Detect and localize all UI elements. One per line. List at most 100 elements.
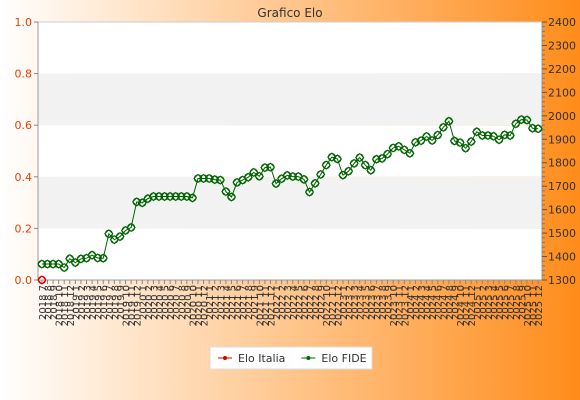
x-tick-label: 2020 11	[194, 285, 205, 326]
data-point	[149, 192, 158, 201]
x-tick-label: 2022 5	[294, 285, 305, 320]
x-tick-label: 2021 12	[266, 285, 277, 326]
data-point	[511, 119, 520, 128]
x-tick-label: 2023 9	[384, 285, 395, 320]
x-tick-label: 2025 12	[534, 285, 545, 326]
data-point	[439, 123, 448, 132]
x-tick-label: 2021 5	[227, 285, 238, 320]
data-point	[244, 173, 253, 182]
data-point	[506, 131, 515, 140]
legend-item[interactable]: Elo FIDE	[301, 352, 367, 365]
x-tick-label: 2018 9	[49, 285, 60, 320]
x-tick-label: 2020 5	[161, 285, 172, 320]
x-tick-label: 2022 9	[317, 285, 328, 320]
x-tick-label: 2019 1	[71, 285, 82, 320]
x-tick-label: 2018 11	[60, 285, 71, 326]
x-tick-label: 2020 12	[200, 285, 211, 326]
data-point	[132, 197, 141, 206]
data-point	[65, 254, 74, 263]
y-right-tick-label: 2400	[548, 16, 576, 29]
chart-title: Grafico Elo	[257, 6, 322, 20]
x-tick-label: 2025 9	[517, 285, 528, 320]
x-tick-label: 2018 8	[43, 285, 54, 320]
x-tick-label: 2021 6	[233, 285, 244, 320]
x-tick-label: 2018 12	[66, 285, 77, 326]
x-tick-label: 2019 8	[110, 285, 121, 320]
x-tick-label: 2023 6	[367, 285, 378, 320]
y-left-tick-label: 0.6	[15, 119, 33, 132]
data-point	[210, 175, 219, 184]
data-point	[355, 153, 364, 162]
x-tick-label: 2022 12	[333, 285, 344, 326]
data-point	[500, 130, 509, 139]
data-point	[494, 135, 504, 144]
y-left-tick-label: 0.8	[15, 68, 33, 81]
data-point	[433, 130, 442, 140]
data-point	[422, 132, 431, 141]
data-point	[154, 192, 164, 201]
data-point	[171, 192, 180, 201]
data-point	[127, 223, 136, 232]
x-tick-label: 2019 5	[94, 285, 105, 320]
x-tick-label: 2019 6	[99, 285, 110, 320]
chart-axes: 0.0 0.2 0.4 0.6 0.8 1.0 1300 1400 1500 1600 1700 18…	[15, 16, 577, 326]
x-tick-label: 2021 7	[239, 285, 250, 320]
y-left-tick-label: 0.0	[15, 274, 33, 287]
legend-label: Elo FIDE	[321, 352, 366, 365]
x-tick-label: 2022 10	[322, 285, 333, 326]
y-right-tick-label: 1300	[548, 274, 576, 287]
x-tick-label: 2025 6	[501, 285, 512, 320]
y-right-tick-label: 2200	[548, 63, 576, 76]
x-tick-label: 2020 3	[149, 285, 160, 320]
x-tick-label: 2021 8	[244, 285, 255, 320]
x-tick-label: 2024 6	[434, 285, 445, 320]
x-tick-label: 2024 4	[423, 285, 434, 320]
legend-marker	[306, 356, 311, 360]
data-point	[310, 179, 320, 188]
x-tick-label: 2023 3	[350, 285, 361, 320]
y-left-tick-label: 0.4	[15, 171, 33, 184]
data-point	[93, 253, 102, 263]
x-tick-label: 2023 12	[400, 285, 411, 326]
data-point	[188, 193, 197, 203]
data-point	[322, 160, 331, 170]
grid-band	[38, 125, 542, 177]
data-point	[283, 171, 292, 180]
legend-box	[209, 346, 373, 370]
data-point	[428, 136, 437, 145]
x-tick-label: 2023 8	[378, 285, 389, 320]
y-right-tick-label: 1900	[548, 133, 576, 146]
data-point	[350, 159, 359, 168]
grid-band	[38, 22, 542, 74]
x-tick-label: 2025 5	[495, 285, 506, 320]
data-point	[177, 192, 186, 201]
x-tick-label: 2024 12	[467, 285, 478, 326]
data-point	[166, 192, 175, 201]
data-point	[533, 124, 543, 133]
data-point	[99, 254, 108, 263]
x-tick-label: 2022 3	[283, 285, 294, 320]
x-tick-label: 2021 11	[261, 285, 272, 326]
x-tick-label: 2025 11	[529, 285, 540, 326]
data-point	[71, 258, 80, 267]
data-point	[416, 136, 426, 145]
data-point	[455, 138, 465, 147]
x-tick-label: 2020 2	[144, 285, 155, 320]
data-point	[104, 229, 113, 238]
data-point	[43, 259, 52, 269]
data-point	[255, 172, 264, 181]
data-point	[260, 163, 270, 172]
x-tick-label: 2018 7	[38, 285, 49, 320]
chart-legend[interactable]: Elo Italia Elo FIDE	[209, 346, 373, 370]
x-tick-label: 2022 11	[328, 285, 339, 326]
x-tick-label: 2023 4	[356, 285, 367, 320]
data-point	[216, 175, 225, 185]
legend-item[interactable]: Elo Italia	[218, 352, 285, 365]
x-tick-label: 2025 1	[473, 285, 484, 320]
x-tick-label: 2019 9	[116, 285, 127, 320]
data-point	[76, 254, 86, 263]
y-right-tick-label: 1800	[548, 157, 576, 170]
x-tick-label: 2020 9	[183, 285, 194, 320]
x-tick-label: 2023 7	[372, 285, 383, 320]
